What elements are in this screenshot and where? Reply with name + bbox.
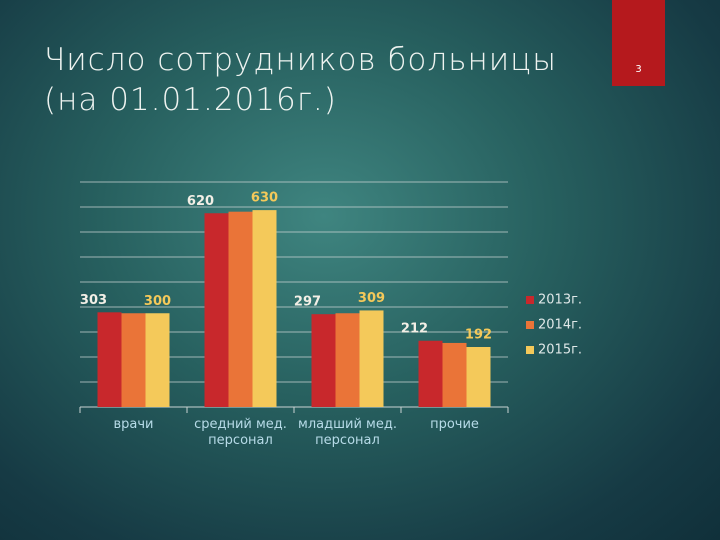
x-tick-label: средний мед. персонал (194, 417, 287, 448)
data-label: 300 (144, 294, 171, 309)
data-label: 630 (251, 191, 278, 206)
data-label: 303 (80, 293, 107, 308)
bar (204, 213, 229, 407)
data-label: 212 (401, 321, 428, 336)
bar (121, 313, 146, 407)
legend-swatch (526, 346, 534, 354)
bar (418, 340, 443, 407)
bar (228, 211, 253, 407)
data-label: 192 (465, 328, 492, 343)
slide-title: Число сотрудников больницы (на 01.01.201… (44, 42, 557, 118)
legend-label: 2015г. (538, 343, 582, 358)
legend-label: 2013г. (538, 293, 582, 308)
legend-swatch (526, 296, 534, 304)
data-label: 620 (187, 194, 214, 209)
data-label: 297 (294, 295, 321, 310)
data-label: 309 (358, 291, 385, 306)
x-tick-label: врачи (113, 417, 154, 432)
bar (252, 210, 277, 407)
bar (466, 347, 491, 407)
bar (97, 312, 122, 407)
slide-number-box (612, 0, 665, 86)
bar (335, 313, 360, 407)
legend-swatch (526, 321, 534, 329)
x-tick-label: младший мед. персонал (298, 417, 397, 448)
bar (359, 310, 384, 407)
bar (145, 313, 170, 407)
bar (311, 314, 336, 407)
x-tick-label: прочие (430, 417, 479, 432)
slide-number: 3 (635, 64, 642, 75)
legend-label: 2014г. (538, 318, 582, 333)
bar (442, 342, 467, 407)
